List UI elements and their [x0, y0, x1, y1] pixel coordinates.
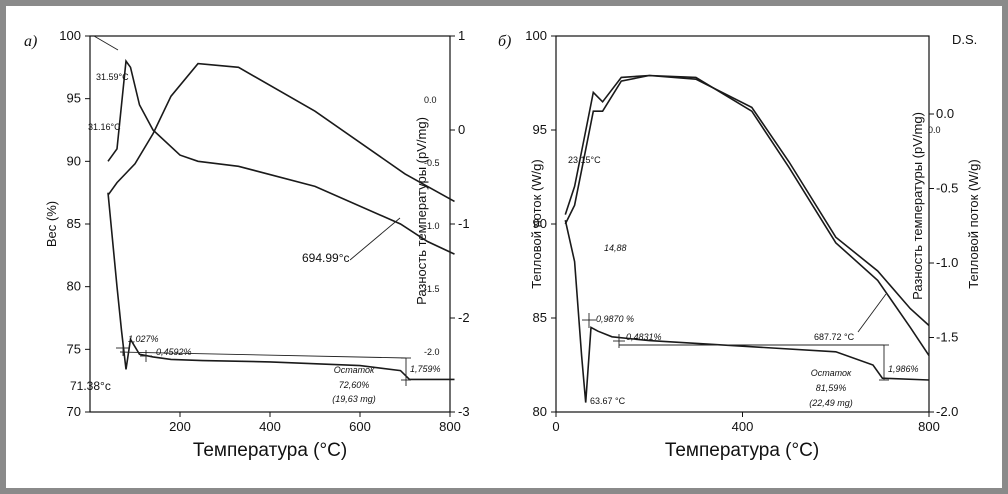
y2-small-tick-label: -0.5 [424, 158, 440, 168]
annotation: 694.99°c [302, 251, 350, 265]
annotation: 72,60% [339, 380, 370, 390]
chart-svg: а) б) D.S. Температура (°C) Температура … [24, 28, 981, 461]
x-tick-label: 200 [169, 419, 191, 434]
y-tick-label: 70 [67, 404, 81, 419]
annotation: 1,759% [410, 364, 441, 374]
annotation: 81,59% [816, 383, 847, 393]
y3-axis-title-b: Тепловой поток (W/g) [966, 159, 981, 288]
series-line-a-3 [107, 192, 455, 381]
y2-tick-label: -2 [458, 310, 470, 325]
x-axis-title-a: Температура (°C) [193, 440, 347, 461]
y-tick-label: 85 [533, 310, 547, 325]
annotations-a: 31.59°C 31.16°C 1,027% 0,4592% 71.38°c 6… [70, 35, 441, 404]
y2-axis-title-b: Разность температуры (pV/mg) [910, 112, 925, 300]
annotation: 1,027% [128, 334, 159, 344]
y3-tick-label: -1.0 [936, 255, 958, 270]
annotation: 71.38°c [70, 379, 111, 393]
x-tick-label: 800 [918, 419, 940, 434]
y-tick-label: 100 [59, 28, 81, 43]
y2-tick-label: 1 [458, 28, 465, 43]
annotation-line [857, 293, 887, 333]
y2-tick-label: -3 [458, 404, 470, 419]
y2-small-tick-label: 0.0 [928, 125, 941, 135]
y2-small-tick-label: -2.0 [424, 347, 440, 357]
plot-frame-b [555, 35, 930, 413]
panel-label-a: а) [24, 33, 37, 50]
y2-tick-label: 0 [458, 122, 465, 137]
series-line-b-1 [564, 74, 930, 357]
y2-tick-label: -1 [458, 216, 470, 231]
annotation: Остаток [811, 368, 852, 378]
series-line-b-2 [564, 74, 930, 327]
annotation: Остаток [334, 365, 375, 375]
annotation: 31.59°C [96, 72, 129, 82]
x-tick-label: 800 [439, 419, 461, 434]
series-line-b-3 [564, 220, 930, 403]
annotation: (22,49 mg) [809, 398, 853, 408]
y-tick-label: 80 [67, 279, 81, 294]
y3-tick-label: -0.5 [936, 181, 958, 196]
corner-label: D.S. [952, 32, 977, 47]
x-tick-label: 400 [732, 419, 754, 434]
series-line-a-2 [107, 62, 455, 203]
x-axis-title-b: Температура (°C) [665, 440, 819, 461]
y-axis-title-b: Тепловой поток (W/g) [529, 159, 544, 288]
y2-small-tick-label: -1.0 [424, 221, 440, 231]
y-tick-label: 85 [67, 216, 81, 231]
annotation-line [349, 217, 401, 261]
annotation: 1,986% [888, 364, 919, 374]
x-tick-label: 0 [552, 419, 559, 434]
y3-tick-label: -2.0 [936, 404, 958, 419]
y-tick-label: 80 [533, 404, 547, 419]
annotation: 687.72 °C [814, 332, 855, 342]
annotation: 14,88 [604, 243, 627, 253]
x-tick-label: 400 [259, 419, 281, 434]
annotation: 31.16°C [88, 122, 121, 132]
annotation-line [93, 35, 119, 51]
annotation: 0,4592% [156, 347, 192, 357]
annotation: 23.15°C [568, 155, 601, 165]
y2-small-tick-label: -1.5 [424, 284, 440, 294]
panel-label-b: б) [498, 33, 511, 50]
y-tick-label: 95 [67, 91, 81, 106]
annotations-b: 23.15°C 14,88 0,9870 % 0,4831% 687.72 °C… [568, 155, 919, 408]
y2-axis-title-a: Разность температуры (pV/mg) [414, 117, 429, 305]
y2-small-tick-label: 0.0 [424, 95, 437, 105]
y-tick-label: 95 [533, 122, 547, 137]
annotation: 63.67 °C [590, 396, 626, 406]
y-axis-title-a: Вес (%) [44, 201, 59, 247]
y-tick-label: 90 [533, 216, 547, 231]
annotation-line [119, 351, 407, 359]
y3-tick-label: -1.5 [936, 330, 958, 345]
y3-tick-label: 0.0 [936, 106, 954, 121]
y-tick-label: 75 [67, 341, 81, 356]
x-tick-label: 600 [349, 419, 371, 434]
figure-frame: а) б) D.S. Температура (°C) Температура … [6, 6, 1002, 488]
annotation: 0,4831% [626, 332, 662, 342]
annotation: (19,63 mg) [332, 394, 376, 404]
y-tick-label: 90 [67, 153, 81, 168]
annotation: 0,9870 % [596, 314, 634, 324]
y-tick-label: 100 [525, 28, 547, 43]
series-line-a-1 [107, 58, 455, 255]
